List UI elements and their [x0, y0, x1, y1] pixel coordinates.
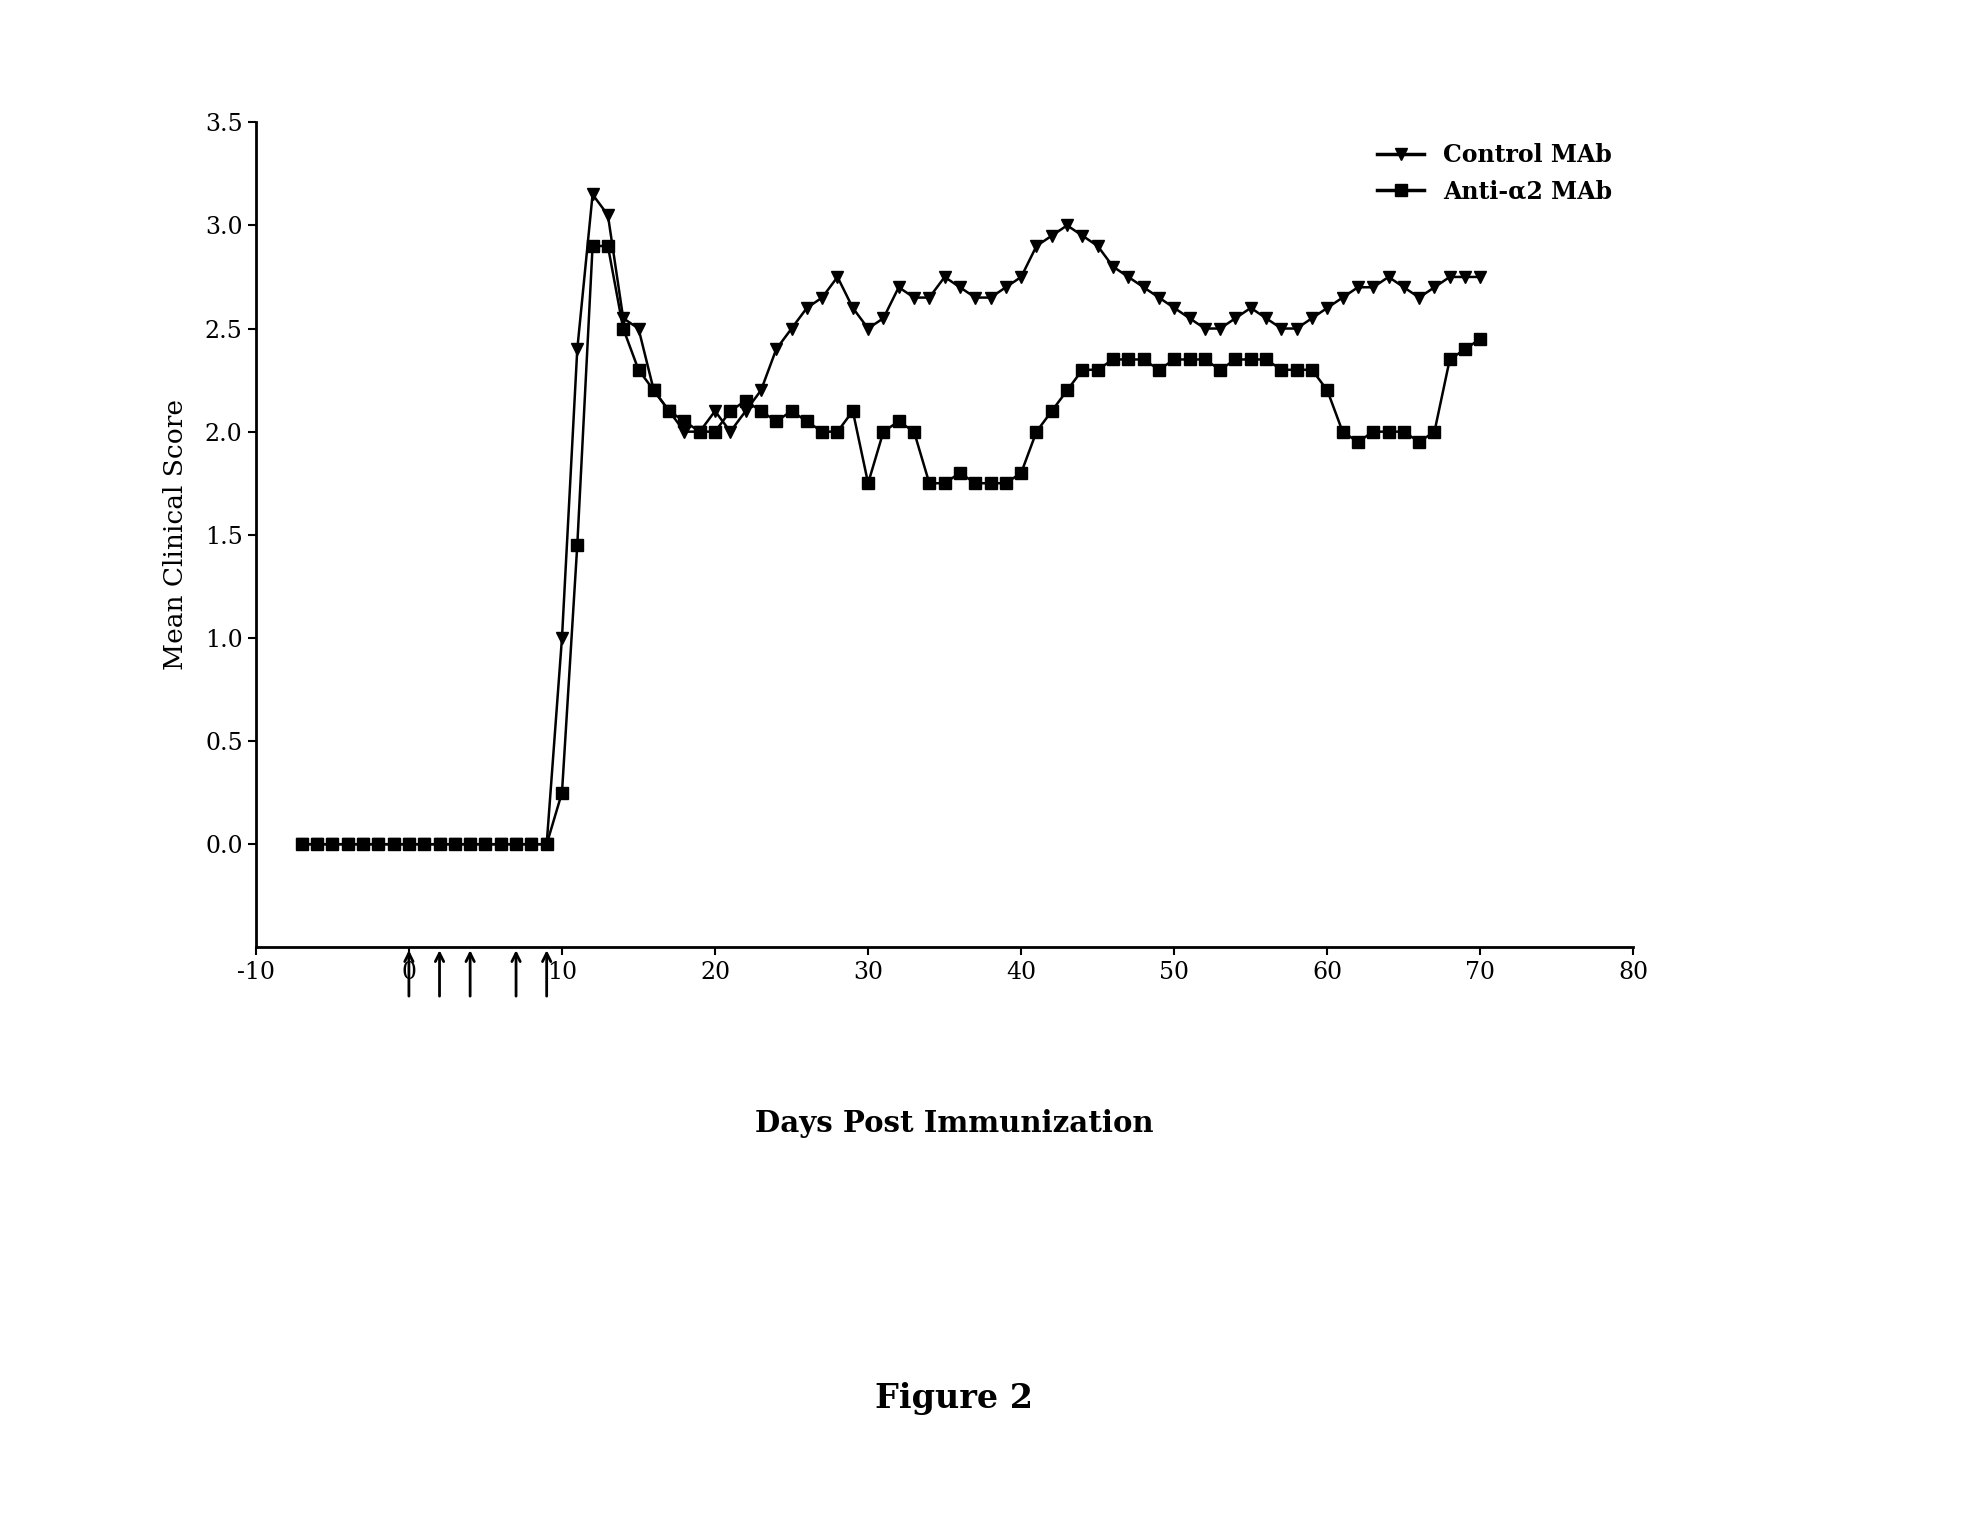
Anti-α2 MAb: [811, 422, 834, 440]
Line: Anti-α2 MAb: Anti-α2 MAb: [297, 240, 1486, 850]
Anti-α2 MAb: [689, 422, 712, 440]
Legend: Control MAb, Anti-α2 MAb: Control MAb, Anti-α2 MAb: [1368, 134, 1622, 212]
Control MAb: [1468, 267, 1492, 286]
Anti-α2 MAb: [1147, 361, 1171, 379]
Anti-α2 MAb: [366, 834, 390, 853]
Anti-α2 MAb: [289, 834, 313, 853]
Control MAb: [1147, 289, 1171, 307]
Control MAb: [689, 422, 712, 440]
Text: Days Post Immunization: Days Post Immunization: [756, 1109, 1153, 1137]
Text: Figure 2: Figure 2: [876, 1381, 1033, 1415]
Anti-α2 MAb: [1468, 330, 1492, 348]
Control MAb: [488, 834, 512, 853]
Control MAb: [811, 289, 834, 307]
Line: Control MAb: Control MAb: [295, 188, 1486, 851]
Control MAb: [289, 834, 313, 853]
Y-axis label: Mean Clinical Score: Mean Clinical Score: [163, 399, 189, 671]
Anti-α2 MAb: [901, 422, 925, 440]
Control MAb: [901, 289, 925, 307]
Control MAb: [366, 834, 390, 853]
Control MAb: [581, 185, 604, 203]
Anti-α2 MAb: [581, 237, 604, 255]
Anti-α2 MAb: [488, 834, 512, 853]
